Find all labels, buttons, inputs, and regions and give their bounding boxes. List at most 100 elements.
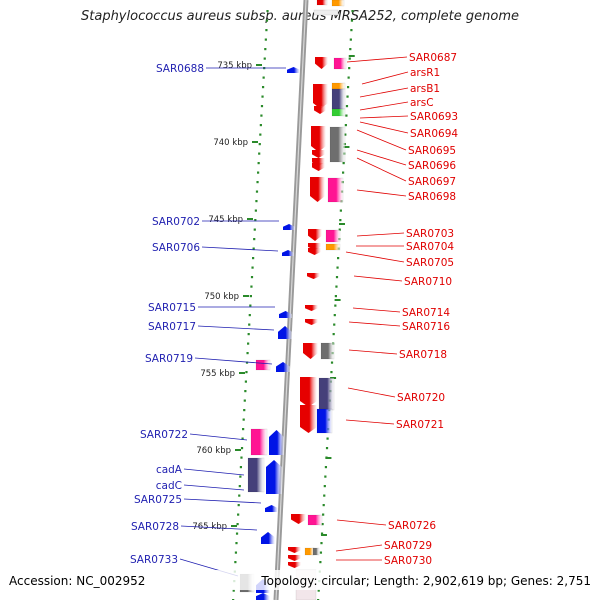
gene-arrow-forward — [310, 177, 325, 202]
gene-label-right[interactable]: SAR0694 — [410, 128, 458, 140]
gene-block — [331, 82, 346, 90]
ruler-label: 745 kbp — [208, 215, 243, 225]
gene-arrow-reverse — [283, 224, 295, 230]
gene-label-right[interactable]: SAR0718 — [399, 349, 447, 361]
ruler-label: 755 kbp — [200, 369, 235, 379]
gene-arrow-forward — [312, 150, 325, 158]
gene-label-right[interactable]: SAR0704 — [406, 241, 454, 253]
gene-block — [304, 547, 315, 556]
gene-block — [307, 514, 323, 526]
gene-arrow-forward — [288, 547, 301, 553]
gene-label-left[interactable]: SAR0722 — [140, 429, 188, 441]
gene-block — [247, 457, 265, 493]
gene-label-right[interactable]: SAR0696 — [408, 160, 456, 172]
label-leader-line — [183, 498, 262, 504]
gene-block — [313, 9, 339, 16]
gene-label-left[interactable]: cadC — [156, 480, 182, 492]
gene-arrow-forward — [311, 126, 326, 152]
gene-label-right[interactable]: SAR0720 — [397, 392, 445, 404]
gene-arrow-reverse — [266, 460, 282, 494]
gene-label-right[interactable]: SAR0730 — [384, 555, 432, 567]
gene-arrow-forward — [300, 405, 317, 433]
label-leader-line — [194, 357, 273, 365]
label-leader-line — [361, 71, 409, 85]
label-leader-line — [346, 56, 408, 63]
gene-label-left[interactable]: SAR0715 — [148, 302, 196, 314]
gene-arrow-reverse — [269, 430, 284, 455]
footer-background — [0, 570, 600, 590]
gene-label-right[interactable]: SAR0703 — [406, 228, 454, 240]
gene-arrow-forward — [291, 514, 306, 524]
gene-arrow-forward — [313, 84, 328, 109]
label-leader-line — [348, 321, 401, 327]
gene-label-right[interactable]: SAR0695 — [408, 145, 456, 157]
label-leader-line — [359, 121, 409, 134]
gene-arrow-forward — [315, 57, 328, 69]
gene-label-left[interactable]: SAR0688 — [156, 63, 204, 75]
gene-label-right[interactable]: SAR0698 — [408, 191, 456, 203]
gene-label-left[interactable]: SAR0717 — [148, 321, 196, 333]
gene-label-right[interactable]: SAR0716 — [402, 321, 450, 333]
gene-label-right[interactable]: arsB1 — [410, 83, 440, 95]
gene-label-right[interactable]: SAR0729 — [384, 540, 432, 552]
ruler-label: 740 kbp — [213, 138, 248, 148]
gene-arrow-forward — [303, 343, 318, 359]
gene-label-right[interactable]: SAR0726 — [388, 520, 436, 532]
gene-block — [312, 547, 320, 556]
gene-label-left[interactable]: SAR0702 — [152, 216, 200, 228]
gene-block — [320, 342, 335, 360]
gene-label-left[interactable]: cadA — [156, 464, 183, 476]
label-leader-line — [183, 468, 245, 476]
gene-block — [331, 0, 345, 7]
label-leader-line — [356, 149, 407, 166]
gene-arrow-forward — [308, 248, 321, 255]
gene-arrow-forward — [305, 319, 318, 325]
ruler-label: 735 kbp — [217, 61, 252, 71]
ruler-label: 765 kbp — [192, 522, 227, 532]
gene-arrow-reverse — [282, 250, 294, 256]
gene-block — [250, 428, 268, 456]
gene-label-right[interactable]: arsR1 — [410, 67, 440, 79]
gene-arrow-reverse — [261, 532, 275, 544]
gene-label-right[interactable]: SAR0705 — [406, 257, 454, 269]
gene-label-right[interactable]: SAR0721 — [396, 419, 444, 431]
label-leader-line — [335, 544, 383, 552]
gene-block — [331, 88, 346, 110]
gene-arrow-reverse — [278, 326, 292, 339]
gene-label-left[interactable]: SAR0719 — [145, 353, 193, 365]
gene-block — [331, 108, 346, 117]
label-leader-line — [189, 433, 248, 441]
map-title: Staphylococcus aureus subsp. aureus MRSA… — [81, 9, 519, 24]
gene-label-right[interactable]: SAR0697 — [408, 176, 456, 188]
gene-arrow-forward — [307, 273, 320, 279]
gene-label-right[interactable]: SAR0710 — [404, 276, 452, 288]
gene-label-left[interactable]: SAR0706 — [152, 242, 200, 254]
gene-block — [255, 359, 271, 371]
label-leader-line — [353, 275, 403, 282]
gene-label-right[interactable]: SAR0693 — [410, 111, 458, 123]
gene-block — [316, 0, 328, 6]
gene-label-right[interactable]: SAR0687 — [409, 52, 457, 64]
label-leader-line — [201, 246, 279, 252]
gene-label-right[interactable]: SAR0714 — [402, 307, 450, 319]
gene-arrow-reverse — [279, 311, 292, 318]
label-leader-line — [183, 484, 245, 491]
label-leader-line — [359, 115, 409, 119]
gene-block — [325, 243, 341, 251]
gene-arrow-reverse — [276, 362, 290, 372]
gene-label-right[interactable]: arsC — [410, 97, 434, 109]
gene-arrow-forward — [288, 555, 301, 561]
gene-arrow-forward — [314, 106, 326, 114]
ruler-label: 760 kbp — [196, 446, 231, 456]
label-leader-line — [197, 325, 275, 331]
genome-summary-text: Topology: circular; Length: 2,902,619 bp… — [261, 574, 591, 588]
gene-arrow-reverse — [265, 505, 278, 512]
gene-label-left[interactable]: SAR0728 — [131, 521, 179, 533]
gene-arrow-reverse — [287, 67, 300, 73]
gene-label-left[interactable]: SAR0733 — [130, 554, 178, 566]
gene-label-left[interactable]: SAR0725 — [134, 494, 182, 506]
label-leader-line — [180, 525, 258, 531]
gene-arrow-forward — [312, 163, 325, 171]
label-leader-line — [356, 189, 407, 197]
gene-arrow-forward — [305, 305, 318, 311]
